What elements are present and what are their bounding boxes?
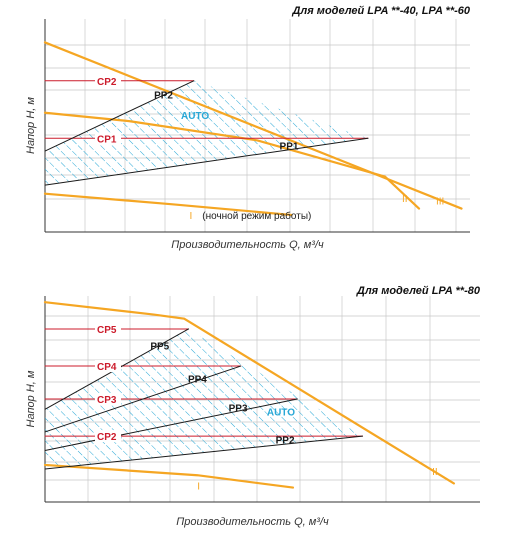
chart-title: Для моделей LPA **-80 — [356, 285, 481, 297]
cp-label: CP5 — [97, 325, 117, 336]
series-line-iii — [43, 41, 463, 210]
cp-label-bg — [95, 430, 121, 443]
speed-label: II — [432, 467, 438, 478]
speed-label: I — [197, 481, 200, 492]
speed-label: I — [190, 211, 193, 222]
pp-label: PP5 — [150, 341, 169, 352]
pp-label: PP1 — [280, 141, 299, 152]
cp-label: CP1 — [97, 134, 117, 145]
x-axis-label: Производительность Q, м³/ч — [176, 516, 329, 528]
series-line-ii — [43, 111, 421, 210]
series-line-pp3 — [44, 398, 298, 451]
speed-label: III — [436, 196, 444, 207]
cp-label-bg — [95, 393, 121, 405]
cp-label-bg — [95, 360, 121, 373]
series-line-pp4 — [44, 365, 242, 433]
y-axis-label: Напор H, м — [25, 97, 37, 154]
cp-label-bg — [95, 132, 121, 145]
cp-label-bg — [95, 322, 121, 335]
chart-title: Для моделей LPA **-40, LPA **-60 — [291, 5, 470, 17]
series-line-pp1 — [44, 137, 369, 186]
chart-panel-2 — [43, 296, 480, 503]
pp-label: PP4 — [188, 374, 207, 385]
cp-label: CP4 — [97, 362, 117, 373]
cp-label: CP3 — [97, 395, 117, 406]
auto-label: AUTO — [267, 407, 295, 418]
cp-label-bg — [95, 74, 121, 87]
series-line-pp2 — [44, 80, 195, 152]
speed-label: II — [402, 194, 408, 205]
series-line-i — [43, 192, 293, 217]
cp-label: CP2 — [97, 77, 117, 88]
night-mode-label: (ночной режим работы) — [202, 210, 311, 222]
series-line-ii — [43, 301, 455, 485]
y-axis-label: Напор H, м — [25, 370, 37, 427]
cp-label: CP2 — [97, 432, 117, 443]
auto-label: AUTO — [181, 111, 209, 122]
x-axis-label: Производительность Q, м³/ч — [171, 239, 324, 251]
pp-label: PP3 — [229, 403, 248, 414]
series-line-pp2 — [44, 435, 364, 470]
chart-panel-1 — [43, 19, 470, 233]
series-line-i — [43, 463, 295, 489]
pp-label: PP2 — [154, 90, 173, 101]
pp-label: PP2 — [276, 435, 295, 446]
